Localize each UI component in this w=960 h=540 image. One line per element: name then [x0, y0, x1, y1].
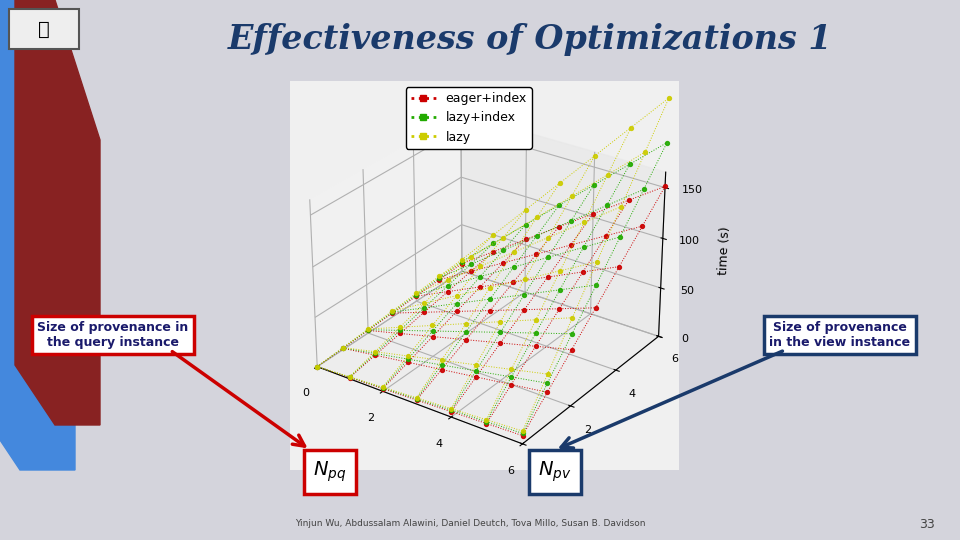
Text: 🏛: 🏛: [38, 19, 50, 38]
Text: $\times10^6$: $\times10^6$: [314, 484, 344, 501]
Text: $\times10^6$: $\times10^6$: [532, 484, 562, 501]
Text: $N_{pq}$: $N_{pq}$: [313, 460, 347, 484]
Text: 33: 33: [920, 517, 935, 530]
Text: Effectiveness of Optimizations 1: Effectiveness of Optimizations 1: [228, 24, 832, 57]
FancyBboxPatch shape: [9, 9, 79, 49]
Text: Size of provenance in
the query instance: Size of provenance in the query instance: [37, 321, 188, 349]
Text: Size of provenance
in the view instance: Size of provenance in the view instance: [769, 321, 911, 349]
Legend: eager+index, lazy+index, lazy: eager+index, lazy+index, lazy: [405, 87, 532, 148]
Polygon shape: [15, 0, 100, 425]
Text: $N_{pv}$: $N_{pv}$: [539, 460, 572, 484]
Polygon shape: [0, 0, 75, 470]
Text: Yinjun Wu, Abdussalam Alawini, Daniel Deutch, Tova Millo, Susan B. Davidson: Yinjun Wu, Abdussalam Alawini, Daniel De…: [295, 519, 645, 529]
